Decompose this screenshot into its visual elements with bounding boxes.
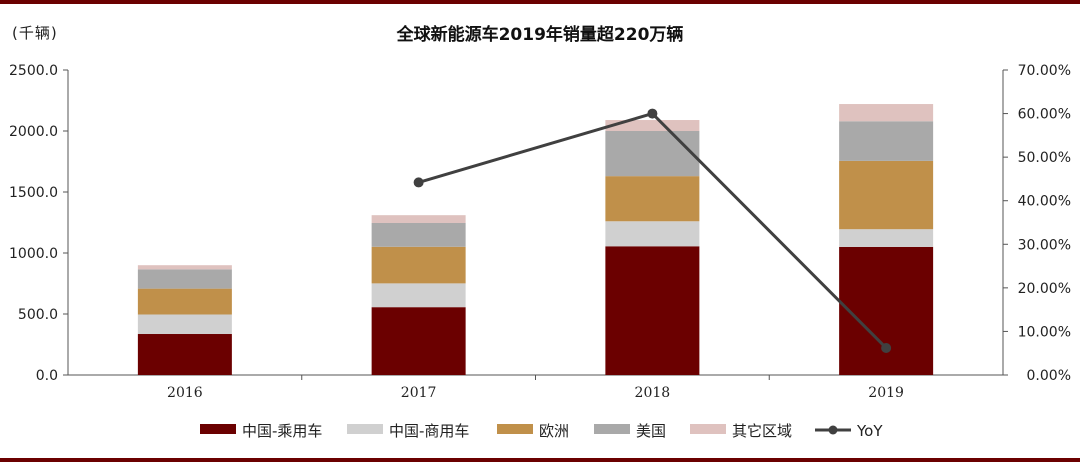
y-tick-label-right: 10.00% — [1018, 324, 1071, 340]
yoy-line-series — [413, 108, 892, 353]
legend-swatch — [200, 424, 236, 434]
bar-segment — [605, 120, 700, 131]
legend-swatch — [497, 424, 533, 434]
bar-segment — [137, 288, 232, 315]
legend-marker — [828, 425, 838, 435]
bottom-border — [0, 458, 1080, 462]
yoy-point — [881, 342, 892, 353]
bar-segment — [839, 246, 934, 375]
bar-segment — [371, 307, 466, 375]
x-tick-label: 2017 — [401, 385, 437, 401]
y-tick-label-left: 1500.0 — [9, 185, 58, 201]
y-tick-label-right: 20.00% — [1018, 281, 1071, 297]
bar-segment — [605, 221, 700, 247]
axes: 0.0 500.0 1000.0 1500.0 2000.0 2500.0 0.00% 10.… — [9, 63, 1071, 401]
y-tick-label-right: 40.00% — [1018, 194, 1071, 210]
y-tick-label-right: 50.00% — [1018, 150, 1071, 166]
y-tick-label-left: 0.0 — [36, 368, 58, 384]
bar-segment — [605, 246, 700, 375]
legend-swatch — [347, 424, 383, 434]
yoy-point — [413, 177, 424, 188]
bar-segment — [371, 215, 466, 223]
bar-segment — [137, 265, 232, 270]
chart-title: 全球新能源车2019年销量超220万辆 — [396, 25, 684, 45]
bar-segment — [839, 229, 934, 247]
legend-swatch — [594, 424, 630, 434]
bar-segment — [137, 269, 232, 289]
y-tick-label-right: 70.00% — [1018, 63, 1071, 79]
y-axis-unit-label: (千辆) — [12, 24, 58, 42]
yoy-point — [647, 108, 658, 119]
bar-segment — [371, 246, 466, 284]
y-tick-label-left: 2500.0 — [9, 63, 58, 79]
legend: 中国-乘用车 中国-商用车 欧洲 美国 其它区域 YoY — [200, 422, 883, 440]
legend-label: 中国-乘用车 — [242, 422, 322, 440]
y-tick-label-left: 2000.0 — [9, 124, 58, 140]
y-tick-label-right: 60.00% — [1018, 107, 1071, 123]
legend-swatch — [690, 424, 726, 434]
x-tick-label: 2016 — [167, 385, 203, 401]
bar-segment — [839, 104, 934, 122]
bar-segment — [605, 131, 700, 177]
y-tick-label-right: 30.00% — [1018, 237, 1071, 253]
y-tick-label-left: 1000.0 — [9, 246, 58, 262]
x-tick-label: 2018 — [635, 385, 671, 401]
bar-segment — [605, 176, 700, 222]
y-tick-label-left: 500.0 — [18, 307, 58, 323]
bar-segment — [137, 314, 232, 335]
bar-segment — [137, 334, 232, 375]
legend-label: 中国-商用车 — [389, 422, 469, 440]
x-tick-label: 2019 — [868, 385, 904, 401]
bar-segment — [839, 121, 934, 161]
legend-label: 美国 — [636, 422, 666, 440]
top-border — [0, 0, 1080, 4]
bar-segment — [839, 160, 934, 230]
y-tick-label-right: 0.00% — [1027, 368, 1071, 384]
bars — [137, 104, 934, 375]
bar-segment — [371, 222, 466, 247]
legend-label: 欧洲 — [539, 422, 569, 440]
legend-label: YoY — [856, 422, 883, 440]
legend-label: 其它区域 — [732, 422, 792, 440]
bar-segment — [371, 283, 466, 308]
